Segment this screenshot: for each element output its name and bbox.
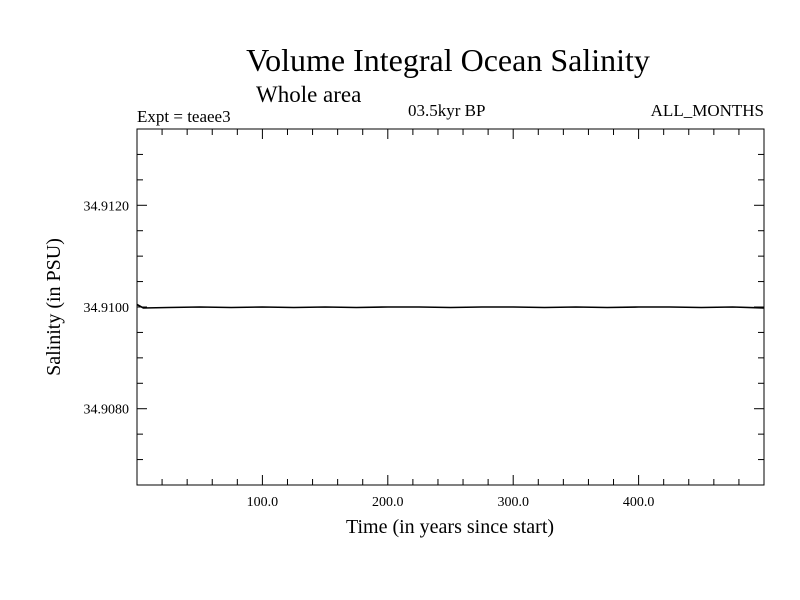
- chart-title: Volume Integral Ocean Salinity: [246, 42, 650, 78]
- chart-subtitle: Whole area: [256, 82, 362, 107]
- months-label: ALL_MONTHS: [650, 101, 764, 120]
- x-axis-label: Time (in years since start): [346, 516, 554, 538]
- y-tick-label: 34.9120: [84, 199, 130, 214]
- y-axis-label: Salinity (in PSU): [43, 238, 65, 376]
- y-tick-label: 34.9100: [84, 301, 130, 316]
- y-tick-label: 34.9080: [84, 403, 130, 418]
- x-tick-label: 100.0: [247, 495, 279, 510]
- axis-tick-labels: 100.0 200.0 300.0 400.0 34.9080 34.9100 34.912…: [84, 199, 655, 510]
- x-tick-label: 400.0: [623, 495, 655, 510]
- experiment-label: Expt = teaee3: [137, 107, 231, 126]
- series-line-salinity: [136, 303, 765, 309]
- x-tick-label: 200.0: [372, 495, 404, 510]
- x-tick-label: 300.0: [497, 495, 529, 510]
- period-label: 03.5kyr BP: [408, 101, 486, 120]
- axis-ticks: [137, 129, 764, 486]
